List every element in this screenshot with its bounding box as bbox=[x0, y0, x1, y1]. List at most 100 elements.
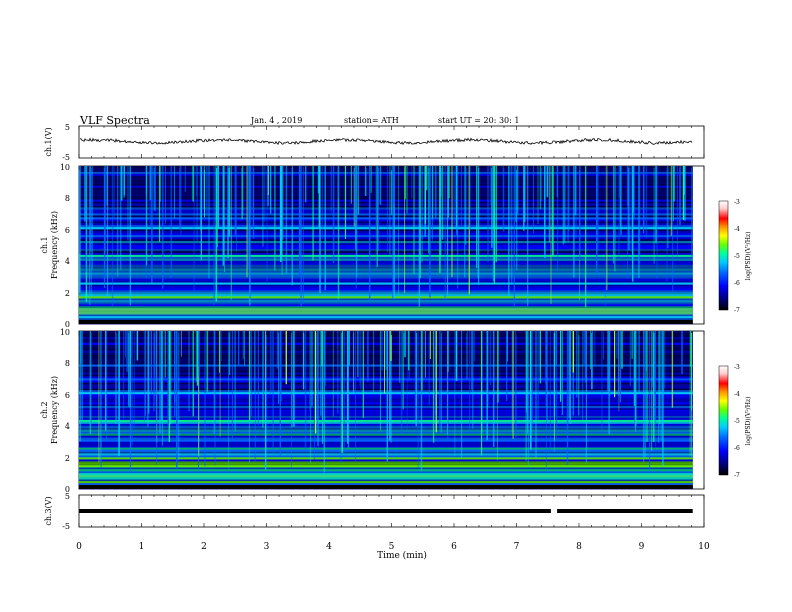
spectrogram-band bbox=[79, 260, 693, 264]
ch2-colorbar-tick-m4: -4 bbox=[734, 391, 740, 398]
ch1-waveform-ytick-top: 5 bbox=[65, 123, 70, 132]
spectrogram-low-band bbox=[79, 308, 693, 315]
x-axis-title: Time (min) bbox=[377, 550, 427, 561]
spectrogram-band bbox=[79, 173, 693, 177]
spectrogram-band bbox=[79, 378, 693, 381]
ch2-colorbar-tick-m7: -7 bbox=[734, 472, 740, 479]
spectrogram-band bbox=[79, 270, 693, 273]
ch1-waveform-ytick-bottom: -5 bbox=[62, 153, 70, 162]
spectrogram-band bbox=[79, 183, 693, 187]
ch3-signal-trace-segment-2 bbox=[557, 509, 693, 513]
spectrogram-band bbox=[79, 390, 693, 393]
spectrogram-band bbox=[79, 209, 693, 212]
spectrogram-band bbox=[79, 471, 693, 474]
spectrogram-band bbox=[79, 370, 693, 373]
spectrogram-band bbox=[79, 314, 693, 317]
spectrogram-band bbox=[79, 300, 693, 303]
ch1-waveform-trace bbox=[79, 137, 693, 146]
spectrogram-band bbox=[79, 469, 693, 472]
spectrogram-band bbox=[79, 185, 693, 189]
spectrogram-band bbox=[79, 272, 693, 275]
spectrogram-band bbox=[79, 439, 693, 442]
figure-title: VLF Spectra bbox=[79, 114, 150, 127]
spectrogram-band bbox=[79, 199, 693, 202]
spectrogram-band bbox=[79, 400, 693, 403]
x-tick-label-8: 8 bbox=[576, 542, 582, 552]
spectrogram-band bbox=[79, 171, 693, 175]
spectrogram-band bbox=[79, 402, 693, 405]
spectrogram-low-band bbox=[79, 473, 693, 480]
ch3-signal-panel: 5 -5 ch.3(V) bbox=[44, 492, 705, 531]
x-tick-label-3: 3 bbox=[264, 542, 270, 552]
spectrogram-band bbox=[79, 433, 693, 436]
ch1-spectrogram-image bbox=[79, 166, 693, 325]
spectrogram-band bbox=[79, 286, 693, 289]
spectrogram-band bbox=[79, 201, 693, 204]
spectrogram-band bbox=[79, 410, 693, 413]
spectrogram-band bbox=[79, 425, 693, 429]
spectrogram-band bbox=[79, 372, 693, 375]
ch1-spec-ytick-2: 2 bbox=[65, 289, 70, 298]
x-tick-label-1: 1 bbox=[139, 542, 145, 552]
spectrogram-band bbox=[79, 463, 693, 466]
spectrogram-band bbox=[79, 413, 693, 417]
spectrogram-band bbox=[79, 419, 693, 423]
ch1-spec-ytick-0: 0 bbox=[65, 320, 70, 329]
spectrogram-band bbox=[79, 177, 693, 181]
spectrogram-band bbox=[79, 215, 693, 218]
x-tick-label-6: 6 bbox=[451, 542, 457, 552]
spectrogram-band bbox=[79, 207, 693, 210]
spectrogram-band bbox=[79, 231, 693, 234]
ch1-spec-ytick-4: 4 bbox=[65, 257, 70, 266]
ch2-spectrogram-panel: 10 8 6 4 2 0 ch.2 Frequency (kHz) -3 -4 … bbox=[40, 328, 752, 494]
spectrogram-band bbox=[79, 195, 693, 198]
ch2-colorbar-tick-m6: -6 bbox=[734, 445, 740, 452]
ch3-signal-ytick-top: 5 bbox=[65, 492, 70, 501]
spectrogram-band bbox=[79, 394, 693, 397]
spectrogram-band bbox=[79, 217, 693, 220]
ch2-spec-ytick-0: 0 bbox=[65, 485, 70, 494]
spectrogram-band bbox=[79, 256, 693, 260]
ch1-spec-ylabel-frequency: Frequency (kHz) bbox=[50, 211, 59, 279]
spectrogram-band bbox=[79, 449, 693, 452]
ch2-colorbar-tick-m3: -3 bbox=[734, 364, 740, 371]
ch1-waveform-ylabel: ch.1(V) bbox=[44, 127, 53, 156]
spectrogram-band bbox=[79, 233, 693, 236]
spectrogram-band bbox=[79, 483, 693, 486]
spectrogram-band bbox=[79, 421, 693, 425]
spectrogram-band bbox=[79, 181, 693, 185]
ch1-spec-ytick-6: 6 bbox=[65, 226, 70, 235]
ch2-colorbar bbox=[718, 365, 729, 476]
spectrogram-band bbox=[79, 318, 693, 321]
spectrogram-band bbox=[79, 175, 693, 179]
spectrogram-band bbox=[79, 167, 693, 171]
spectrogram-band bbox=[79, 292, 693, 295]
ch2-spec-ylabel-channel: ch.2 bbox=[40, 401, 49, 418]
start-time-label: start UT = 20: 30: 1 bbox=[438, 116, 519, 125]
spectrogram-band bbox=[79, 248, 693, 252]
ch2-colorbar-label: log(PSD)(V²/Hz) bbox=[745, 397, 752, 446]
spectrogram-band bbox=[79, 455, 693, 458]
ch2-spec-ytick-10: 10 bbox=[60, 328, 70, 337]
ch1-colorbar-label: log(PSD)(V²/Hz) bbox=[745, 232, 752, 281]
spectrogram-band bbox=[79, 219, 693, 222]
spectrogram-band bbox=[79, 382, 693, 385]
x-tick-label-9: 9 bbox=[639, 542, 645, 552]
ch3-signal-ytick-bottom: -5 bbox=[62, 522, 70, 531]
ch2-spec-ylabel-frequency: Frequency (kHz) bbox=[50, 376, 59, 444]
ch1-colorbar-tick-m3: -3 bbox=[734, 199, 740, 206]
ch2-spec-ytick-8: 8 bbox=[65, 359, 70, 368]
spectrogram-band bbox=[79, 435, 693, 438]
spectrogram-band bbox=[79, 280, 693, 283]
spectrogram-floor bbox=[79, 320, 693, 324]
spectrogram-band bbox=[79, 429, 693, 433]
station-label: station= ATH bbox=[344, 116, 399, 125]
spectrogram-band bbox=[79, 384, 693, 387]
x-axis-labels: 0 1 2 3 4 5 6 7 8 9 10 Time (min) bbox=[76, 542, 710, 561]
spectrogram-band bbox=[79, 441, 693, 444]
x-tick-label-2: 2 bbox=[201, 542, 207, 552]
spectrogram-band bbox=[79, 392, 693, 395]
x-tick-label-5: 5 bbox=[389, 542, 395, 552]
spectrogram-band bbox=[79, 187, 693, 190]
spectrogram-band bbox=[79, 227, 693, 230]
